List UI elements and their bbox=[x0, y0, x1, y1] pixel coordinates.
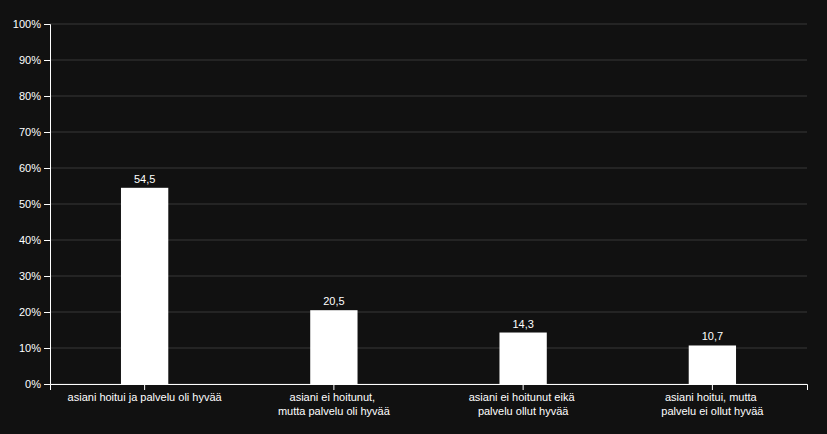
y-tick-label: 50% bbox=[19, 198, 41, 210]
grid-line bbox=[50, 96, 807, 97]
x-tick: asiani hoitui ja palvelu oli hyvää bbox=[68, 384, 223, 403]
y-tick-mark bbox=[44, 384, 50, 385]
y-axis-line bbox=[44, 25, 51, 385]
y-tick-label: 100% bbox=[13, 18, 41, 30]
x-tick: asiani ei hoitunut, mutta palvelu oli hy… bbox=[278, 384, 391, 417]
x-axis: asiani hoitui ja palvelu oli hyvää asiani… bbox=[51, 384, 808, 417]
y-tick: 10% bbox=[19, 342, 50, 354]
chart: 0% 10% 20% 30% 40% 50% 60% 70% 80% 90% 100% asiani … bbox=[0, 0, 827, 434]
y-axis: 0% 10% 20% 30% 40% 50% 60% 70% 80% 90% 100% bbox=[13, 18, 51, 390]
y-tick-label: 30% bbox=[19, 270, 41, 282]
data-label: 14,3 bbox=[512, 318, 533, 330]
y-tick-mark bbox=[44, 312, 50, 313]
y-tick-mark bbox=[44, 204, 50, 205]
y-tick-label: 90% bbox=[19, 54, 41, 66]
bars bbox=[121, 188, 736, 384]
y-tick-label: 40% bbox=[19, 234, 41, 246]
data-labels: 54,5 20,5 14,3 10,7 bbox=[134, 173, 723, 343]
data-label: 54,5 bbox=[134, 173, 155, 185]
x-tick-label: asiani ei hoitunut, mutta palvelu oli hy… bbox=[278, 391, 391, 417]
x-tick-mark bbox=[712, 384, 713, 390]
y-tick-label: 10% bbox=[19, 342, 41, 354]
y-tick-mark bbox=[44, 132, 50, 133]
y-tick-label: 20% bbox=[19, 306, 41, 318]
x-axis-line bbox=[51, 385, 808, 391]
y-tick: 80% bbox=[19, 90, 50, 102]
y-tick-label: 80% bbox=[19, 90, 41, 102]
grid-line bbox=[50, 24, 807, 25]
y-tick: 50% bbox=[19, 198, 50, 210]
y-tick-label: 0% bbox=[25, 378, 41, 390]
x-tick-mark bbox=[333, 384, 334, 390]
data-label: 10,7 bbox=[702, 330, 723, 342]
bar bbox=[121, 188, 168, 384]
bar bbox=[689, 345, 736, 384]
grid-line bbox=[50, 60, 807, 61]
grid-line bbox=[50, 132, 807, 133]
y-tick-label: 70% bbox=[19, 126, 41, 138]
grid-line bbox=[50, 168, 807, 169]
grid bbox=[50, 24, 807, 384]
y-tick: 30% bbox=[19, 270, 50, 282]
x-tick-label: asiani hoitui ja palvelu oli hyvää bbox=[68, 391, 223, 403]
y-tick: 60% bbox=[19, 162, 50, 174]
y-tick: 70% bbox=[19, 126, 50, 138]
y-tick: 40% bbox=[19, 234, 50, 246]
y-tick-mark bbox=[44, 348, 50, 349]
data-label: 20,5 bbox=[323, 295, 344, 307]
x-tick-mark bbox=[144, 384, 145, 390]
y-tick-mark bbox=[44, 24, 50, 25]
y-tick-mark bbox=[44, 168, 50, 169]
y-tick: 0% bbox=[25, 378, 50, 390]
y-tick: 90% bbox=[19, 54, 50, 66]
y-tick: 100% bbox=[13, 18, 50, 30]
y-tick: 20% bbox=[19, 306, 50, 318]
x-tick-label: asiani ei hoitunut eikä palvelu ollut hy… bbox=[469, 391, 578, 417]
y-tick-mark bbox=[44, 240, 50, 241]
plot: 0% 10% 20% 30% 40% 50% 60% 70% 80% 90% 100% asiani … bbox=[13, 18, 808, 417]
x-tick: asiani ei hoitunut eikä palvelu ollut hy… bbox=[469, 384, 578, 417]
bar bbox=[310, 310, 357, 384]
y-tick-mark bbox=[44, 96, 50, 97]
bar bbox=[499, 333, 546, 384]
y-tick-label: 60% bbox=[19, 162, 41, 174]
x-tick: asiani hoitui, mutta palvelu ei ollut hy… bbox=[661, 384, 764, 417]
y-tick-mark bbox=[44, 60, 50, 61]
x-tick-label: asiani hoitui, mutta palvelu ei ollut hy… bbox=[661, 391, 764, 417]
y-tick-mark bbox=[44, 276, 50, 277]
x-tick-mark bbox=[523, 384, 524, 390]
